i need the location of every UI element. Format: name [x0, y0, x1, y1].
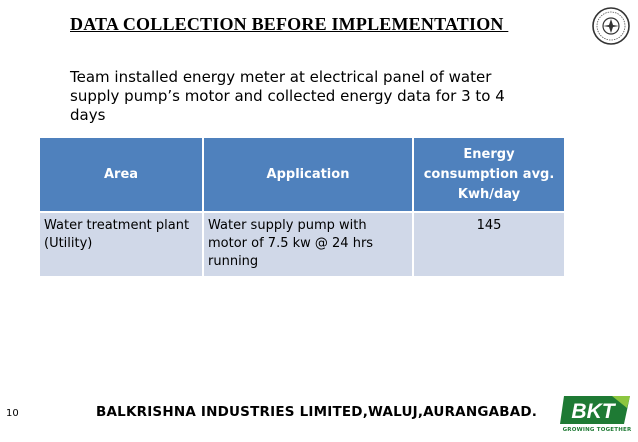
cell-application: Water supply pump with motor of 7.5 kw @…	[202, 211, 414, 278]
table-header-row: Area Application Energy consumption avg.…	[38, 136, 566, 213]
brand-tagline: GROWING TOGETHER	[562, 427, 632, 433]
header-energy-consumption: Energy consumption avg. Kwh/day	[412, 136, 566, 213]
energy-data-table: Area Application Energy consumption avg.…	[38, 136, 566, 278]
circular-seal-icon	[592, 7, 630, 45]
cell-area: Water treatment plant (Utility)	[38, 211, 204, 278]
table-row: Water treatment plant (Utility) Water su…	[38, 211, 566, 278]
slide-title: DATA COLLECTION BEFORE IMPLEMENTATION	[70, 14, 509, 34]
intro-text: Team installed energy meter at electrica…	[70, 68, 505, 124]
company-footer: BALKRISHNA INDUSTRIES LIMITED,WALUJ,AURA…	[96, 404, 538, 420]
bkt-logo: BKT	[560, 396, 630, 424]
cell-energy-value: 145	[412, 211, 566, 278]
brand-logo-text: BKT	[571, 400, 616, 423]
brand-block: BKT GROWING TOGETHER	[560, 394, 632, 440]
header-application: Application	[202, 136, 414, 213]
page-number: 10	[6, 408, 19, 419]
header-area: Area	[38, 136, 204, 213]
